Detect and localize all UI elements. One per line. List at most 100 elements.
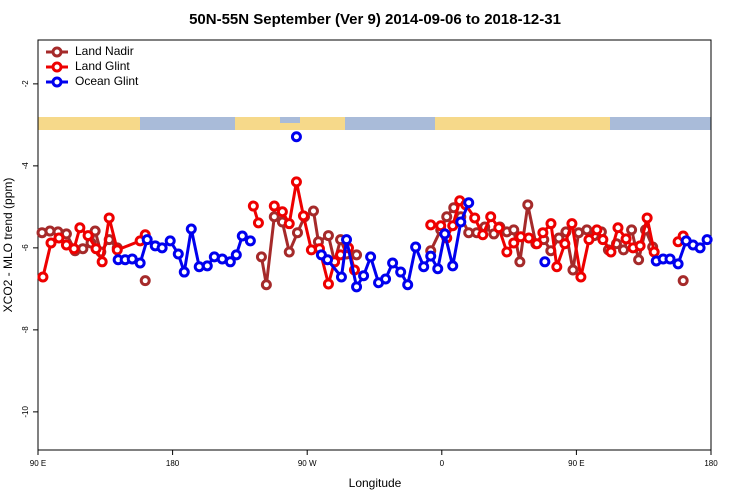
data-point bbox=[341, 234, 353, 246]
data-point bbox=[45, 237, 57, 249]
data-point bbox=[387, 257, 399, 269]
data-point bbox=[539, 256, 551, 268]
data-point bbox=[618, 244, 630, 256]
data-point bbox=[201, 260, 213, 272]
x-axis-label: Longitude bbox=[349, 476, 402, 490]
data-point bbox=[581, 224, 593, 236]
data-point bbox=[508, 237, 520, 249]
legend-marker bbox=[51, 46, 63, 58]
map-ocean bbox=[280, 117, 300, 123]
data-point bbox=[111, 244, 123, 256]
data-point bbox=[701, 234, 713, 246]
data-point bbox=[172, 248, 184, 260]
data-point bbox=[477, 229, 489, 241]
data-point bbox=[77, 243, 89, 255]
data-point bbox=[551, 261, 563, 273]
x-tick-label: 180 bbox=[704, 459, 718, 468]
data-point bbox=[545, 218, 557, 230]
chart-title: 50N-55N September (Ver 9) 2014-09-06 to … bbox=[189, 11, 561, 28]
data-point bbox=[351, 281, 363, 293]
data-point bbox=[514, 256, 526, 268]
data-point bbox=[523, 232, 535, 244]
data-point bbox=[358, 270, 370, 282]
data-point bbox=[322, 278, 334, 290]
data-point bbox=[68, 243, 80, 255]
data-point bbox=[322, 254, 334, 266]
data-point bbox=[493, 222, 505, 234]
data-point bbox=[485, 211, 497, 223]
data-point bbox=[290, 176, 302, 188]
data-point bbox=[224, 256, 236, 268]
data-point bbox=[612, 222, 624, 234]
data-point bbox=[605, 246, 617, 258]
series bbox=[112, 131, 713, 293]
y-axis-label: XCO2 - MLO trend (ppm) bbox=[1, 178, 15, 313]
legend-label: Land Glint bbox=[75, 59, 130, 73]
y-tick-label: -8 bbox=[21, 326, 30, 334]
map-ocean bbox=[610, 117, 711, 130]
y-tick-label: -2 bbox=[21, 80, 30, 88]
data-point bbox=[567, 264, 579, 276]
legend-marker bbox=[51, 61, 63, 73]
y-tick-label: -6 bbox=[21, 244, 30, 252]
data-point bbox=[164, 235, 176, 247]
data-point bbox=[439, 228, 451, 240]
data-point bbox=[575, 271, 587, 283]
data-point bbox=[247, 200, 259, 212]
data-point bbox=[648, 246, 660, 258]
data-point bbox=[365, 251, 377, 263]
data-point bbox=[672, 258, 684, 270]
legend-label: Land Nadir bbox=[75, 44, 134, 58]
x-tick-label: 90 E bbox=[30, 459, 46, 468]
data-point bbox=[432, 263, 444, 275]
x-tick-label: 180 bbox=[166, 459, 180, 468]
data-point bbox=[402, 279, 414, 291]
data-point bbox=[633, 254, 645, 266]
x-tick-label: 0 bbox=[440, 459, 445, 468]
data-point bbox=[508, 224, 520, 236]
data-point bbox=[335, 271, 347, 283]
data-point bbox=[103, 212, 115, 224]
data-point bbox=[297, 210, 309, 222]
map-strip bbox=[38, 117, 711, 130]
y-tick-label: -10 bbox=[21, 406, 30, 418]
data-point bbox=[583, 234, 595, 246]
data-point bbox=[185, 223, 197, 235]
y-tick-label: -4 bbox=[21, 162, 30, 170]
data-point bbox=[236, 230, 248, 242]
data-point bbox=[244, 235, 256, 247]
legend-marker bbox=[51, 76, 63, 88]
data-point bbox=[255, 251, 267, 263]
data-point bbox=[559, 238, 571, 250]
data-point bbox=[322, 230, 334, 242]
data-point bbox=[290, 131, 302, 143]
data-point bbox=[134, 257, 146, 269]
data-point bbox=[694, 242, 706, 254]
legend-label: Ocean Glint bbox=[75, 74, 139, 88]
data-point bbox=[126, 253, 138, 265]
data-point bbox=[141, 234, 153, 246]
data-point bbox=[283, 246, 295, 258]
data-point bbox=[82, 230, 94, 242]
data-point bbox=[677, 275, 689, 287]
data-point bbox=[455, 216, 467, 228]
data-point bbox=[447, 260, 459, 272]
data-point bbox=[268, 211, 280, 223]
data-point bbox=[410, 241, 422, 253]
plot-frame bbox=[37, 39, 712, 451]
data-point bbox=[531, 238, 543, 250]
map-ocean bbox=[140, 117, 235, 130]
data-point bbox=[283, 218, 295, 230]
data-point bbox=[597, 234, 609, 246]
data-point bbox=[620, 233, 632, 245]
data-point bbox=[156, 242, 168, 254]
data-point bbox=[537, 227, 549, 239]
data-point bbox=[260, 279, 272, 291]
data-point bbox=[463, 197, 475, 209]
data-point bbox=[37, 271, 49, 283]
data-point bbox=[634, 240, 646, 252]
data-point bbox=[307, 205, 319, 217]
data-point bbox=[469, 212, 481, 224]
